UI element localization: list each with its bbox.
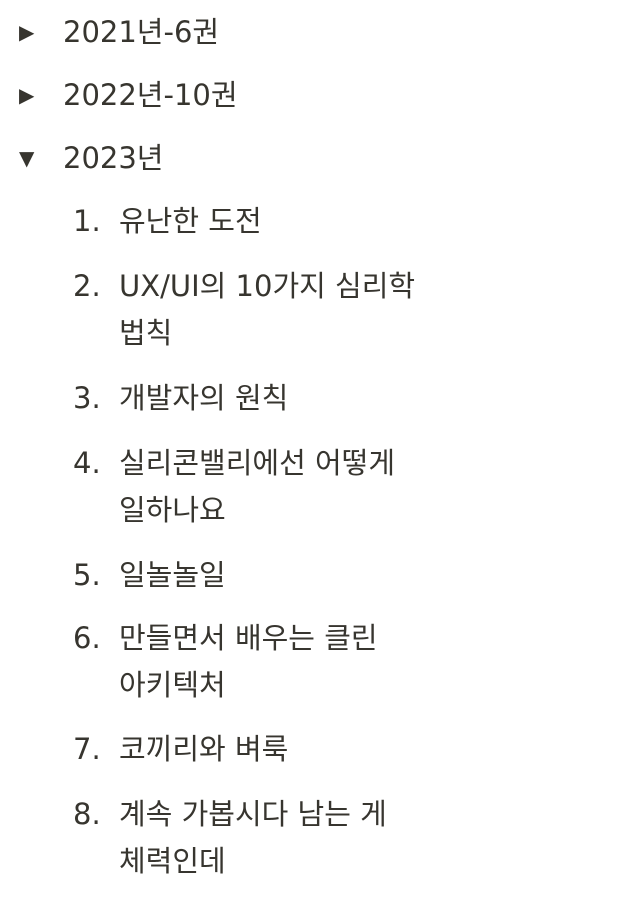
list-number: 8. [73,797,101,831]
list-number: 2. [73,269,101,303]
book-title[interactable]: 만들면서 배우는 클린 아키텍처 [119,621,378,702]
book-title[interactable]: UX/UI의 10가지 심리학 법칙 [119,269,416,350]
collapsed-arrow-icon[interactable]: ▶ [19,20,35,44]
list-number: 4. [73,446,101,480]
toggle-title-2021: 2021년-6권 [63,15,220,49]
book-title[interactable]: 코끼리와 벼룩 [119,732,289,766]
book-title[interactable]: 계속 가봅시다 남는 게 체력인데 [119,797,387,878]
collapsed-arrow-icon[interactable]: ▶ [19,83,35,107]
list-number: 6. [73,621,101,655]
toggle-title-2022: 2022년-10권 [63,78,238,112]
list-number: 5. [73,558,101,592]
book-title[interactable]: 일놀놀일 [119,558,226,592]
book-title[interactable]: 유난한 도전 [119,204,262,238]
book-title[interactable]: 실리콘밸리에선 어떻게 일하나요 [119,446,396,527]
list-number: 7. [73,732,101,766]
list-number: 1. [73,204,101,238]
list-number: 3. [73,381,101,415]
expanded-arrow-icon[interactable]: ▼ [19,146,35,170]
toggle-title-2023: 2023년 [63,141,164,175]
book-title[interactable]: 개발자의 원칙 [119,381,289,415]
